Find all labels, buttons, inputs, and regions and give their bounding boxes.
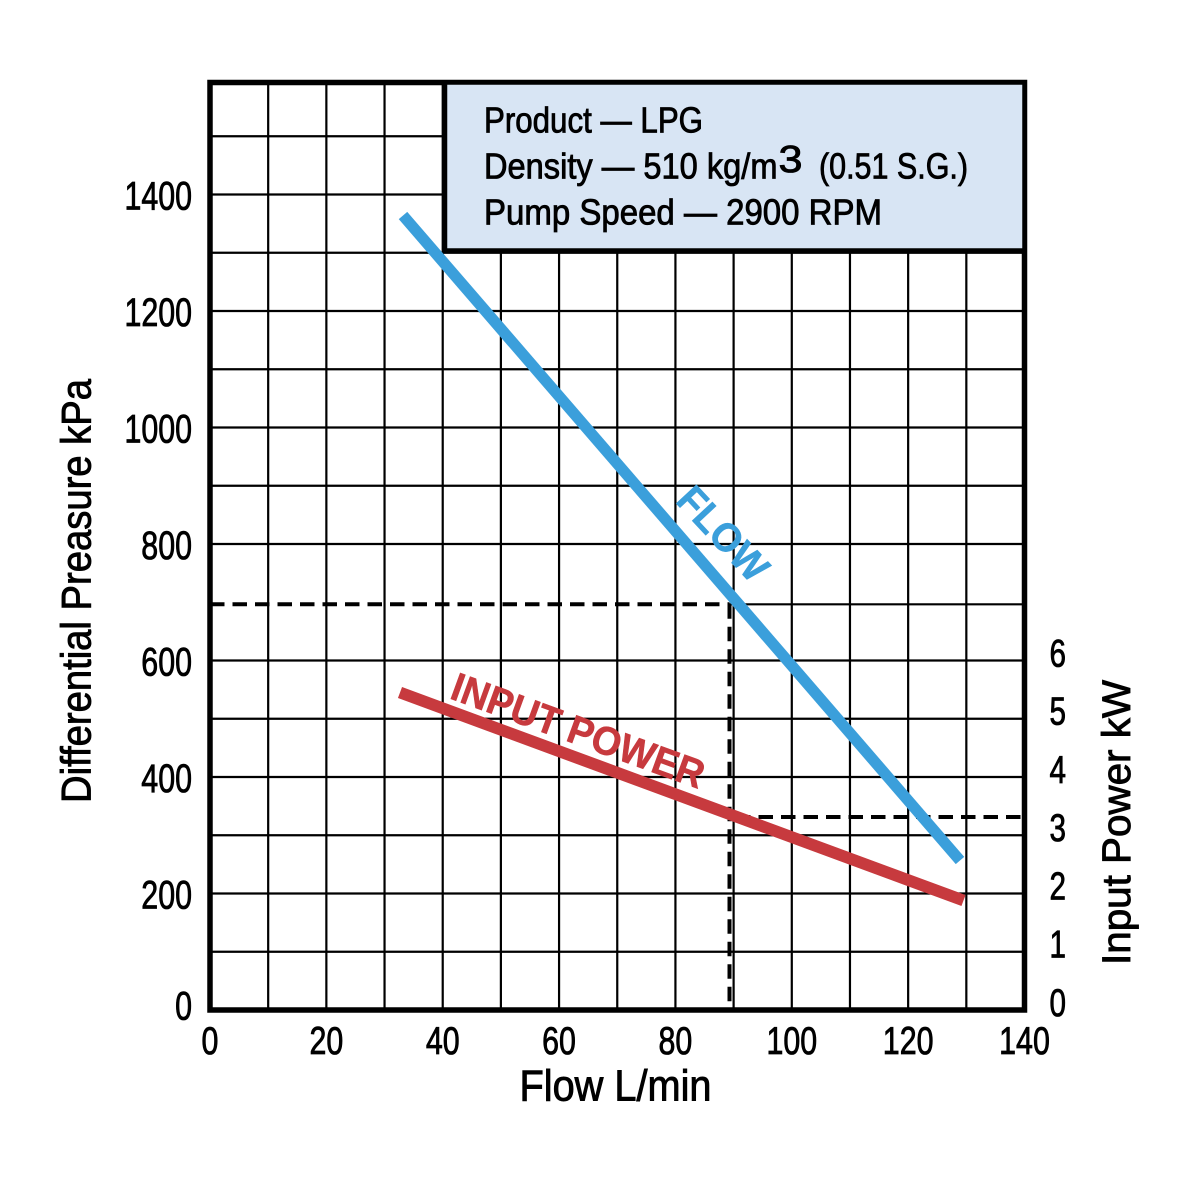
svg-text:3: 3 bbox=[1050, 807, 1067, 850]
svg-text:6: 6 bbox=[1050, 632, 1067, 675]
svg-text:Differential Preasure kPa: Differential Preasure kPa bbox=[53, 378, 100, 803]
svg-text:1000: 1000 bbox=[125, 408, 193, 452]
svg-text:120: 120 bbox=[883, 1020, 934, 1063]
svg-text:2: 2 bbox=[1050, 865, 1067, 908]
svg-text:(0.51 S.G.): (0.51 S.G.) bbox=[819, 145, 968, 186]
svg-text:Flow L/min: Flow L/min bbox=[520, 1062, 712, 1111]
svg-text:40: 40 bbox=[426, 1020, 460, 1063]
svg-text:140: 140 bbox=[999, 1020, 1050, 1063]
svg-text:200: 200 bbox=[141, 874, 192, 918]
svg-text:4: 4 bbox=[1050, 749, 1067, 792]
svg-text:100: 100 bbox=[766, 1020, 817, 1063]
svg-text:1200: 1200 bbox=[125, 291, 193, 335]
svg-text:Pump Speed — 2900 RPM: Pump Speed — 2900 RPM bbox=[484, 192, 882, 233]
svg-text:0: 0 bbox=[175, 985, 192, 1029]
svg-text:80: 80 bbox=[659, 1020, 693, 1063]
svg-text:1400: 1400 bbox=[125, 175, 193, 219]
svg-text:1: 1 bbox=[1050, 924, 1067, 967]
svg-text:20: 20 bbox=[309, 1020, 343, 1063]
svg-text:0: 0 bbox=[202, 1020, 219, 1063]
svg-text:400: 400 bbox=[141, 757, 192, 801]
svg-text:0: 0 bbox=[1050, 982, 1067, 1025]
svg-text:5: 5 bbox=[1050, 691, 1067, 734]
svg-text:Density — 510 kg/m: Density — 510 kg/m bbox=[484, 145, 778, 186]
svg-text:600: 600 bbox=[141, 641, 192, 685]
svg-text:Product — LPG: Product — LPG bbox=[484, 99, 703, 140]
svg-text:Input Power kW: Input Power kW bbox=[1095, 680, 1139, 965]
svg-text:800: 800 bbox=[141, 524, 192, 568]
svg-text:60: 60 bbox=[542, 1020, 576, 1063]
svg-text:3: 3 bbox=[779, 139, 803, 181]
